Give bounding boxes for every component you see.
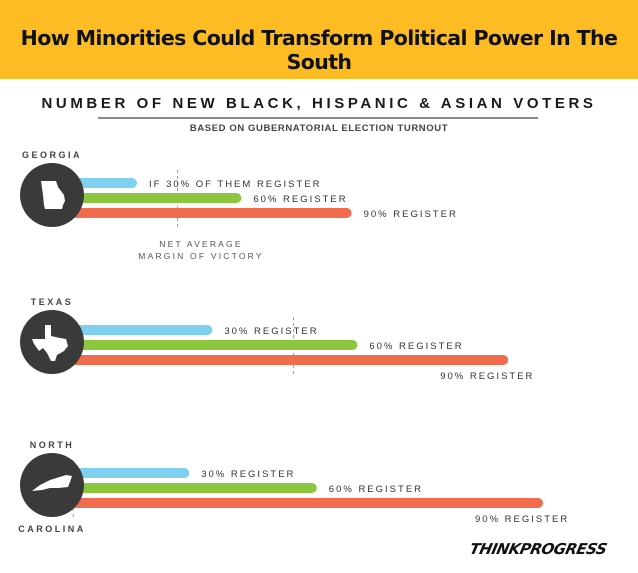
texas-shape-icon [32, 325, 68, 361]
chart-title: NUMBER OF NEW BLACK, HISPANIC & ASIAN VO… [41, 95, 597, 112]
bar-label: 90% REGISTER [364, 209, 458, 220]
margin-label-line1: NET AVERAGE [159, 239, 242, 249]
chart-subtitle: BASED ON GUBERNATORIAL ELECTION TURNOUT [189, 123, 449, 134]
state-name: GEORGIA [22, 150, 82, 160]
bar-label: 60% REGISTER [253, 194, 347, 205]
bar-90pct [50, 355, 509, 365]
bar-label: 90% REGISTER [475, 514, 569, 525]
bar-60pct [50, 340, 358, 350]
state-name: TEXAS [31, 297, 74, 307]
thinkprogress-logo: THINKPROGRESS [468, 540, 609, 558]
bar-label: 60% REGISTER [369, 341, 463, 352]
bar-30pct [50, 325, 213, 335]
bar-label: 30% REGISTER [224, 326, 318, 337]
bar-90pct [50, 498, 543, 508]
margin-label-line2: MARGIN OF VICTORY [138, 251, 263, 261]
bar-30pct [50, 468, 190, 478]
bar-90pct [50, 208, 352, 218]
state-name-line2: CAROLINA [18, 524, 86, 534]
page-title: How Minorities Could Transform Political… [20, 26, 618, 74]
state-name: NORTH [30, 440, 75, 450]
georgia-shape-icon [41, 181, 65, 209]
bar-label: 90% REGISTER [440, 371, 534, 382]
title-banner: How Minorities Could Transform Political… [0, 0, 638, 79]
bar-label: 30% REGISTER [201, 469, 295, 480]
bar-60pct [50, 483, 317, 493]
bar-60pct [50, 193, 242, 203]
bar-label: 60% REGISTER [329, 484, 423, 495]
north-carolina-shape-icon [32, 475, 72, 491]
title-divider [98, 117, 538, 119]
bar-label: IF 30% OF THEM REGISTER [149, 179, 322, 190]
